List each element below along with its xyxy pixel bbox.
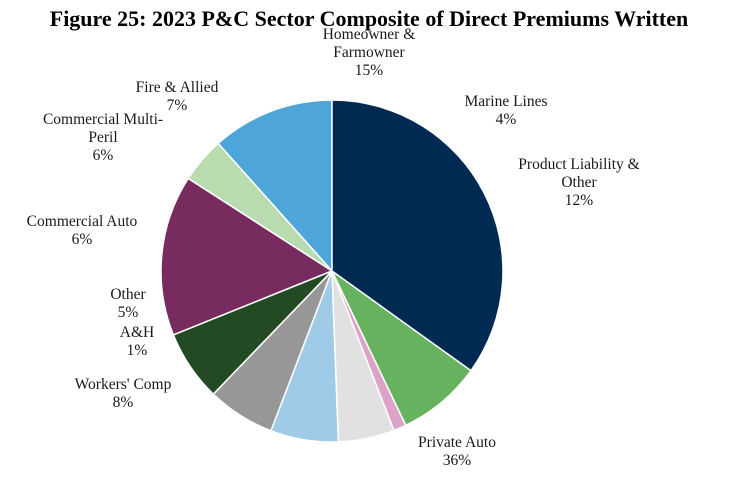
- slice-label: Marine Lines 4%: [464, 93, 547, 128]
- slice-name: Private Auto: [418, 434, 496, 451]
- pie-slice: [331, 99, 504, 372]
- slice-name: Product Liability &: [518, 156, 639, 173]
- slice-name: Fire & Allied: [136, 79, 219, 96]
- slice-name: Homeowner &: [323, 26, 416, 43]
- slice-name: Workers' Comp: [75, 376, 172, 393]
- pie-slices: [160, 99, 504, 443]
- slice-label: Product Liability & Other 12%: [518, 156, 639, 209]
- slice-label: Other 5%: [110, 286, 146, 321]
- slice-name: Commercial Multi-: [43, 111, 163, 128]
- slice-percent: 5%: [118, 304, 139, 321]
- pie-slice: [160, 177, 334, 336]
- slice-name: Other: [110, 286, 146, 303]
- pie-slice: [217, 99, 333, 273]
- slice-label: Private Auto 36%: [418, 434, 496, 469]
- slice-label: Workers' Comp 8%: [75, 376, 172, 411]
- slice-percent: 4%: [496, 111, 517, 128]
- slice-name: Commercial Auto: [27, 213, 138, 230]
- slice-percent: 15%: [355, 62, 384, 79]
- slice-percent: 6%: [72, 231, 93, 248]
- slice-percent: 1%: [127, 342, 148, 359]
- slice-labels: Product Liability & Other 12%Marine Lines 4…: [27, 26, 640, 469]
- slice-name: Farmowner: [333, 44, 405, 61]
- slice-name: A&H: [120, 324, 154, 341]
- slice-percent: 12%: [565, 192, 594, 209]
- slice-label: A&H 1%: [120, 324, 154, 359]
- slice-name: Other: [561, 174, 597, 191]
- chart-title: Figure 25: 2023 P&C Sector Composite of …: [49, 6, 689, 31]
- slice-label: Homeowner & Farmowner 15%: [323, 26, 416, 79]
- slice-label: Commercial Auto 6%: [27, 213, 138, 248]
- slice-percent: 7%: [167, 97, 188, 114]
- slice-percent: 6%: [93, 147, 114, 164]
- slice-label: Commercial Multi-Peril 6%: [43, 111, 163, 164]
- slice-percent: 36%: [443, 452, 472, 469]
- slice-label: Fire & Allied 7%: [136, 79, 219, 114]
- slice-percent: 8%: [113, 394, 134, 411]
- slice-name: Peril: [88, 129, 117, 146]
- slice-name: Marine Lines: [464, 93, 547, 110]
